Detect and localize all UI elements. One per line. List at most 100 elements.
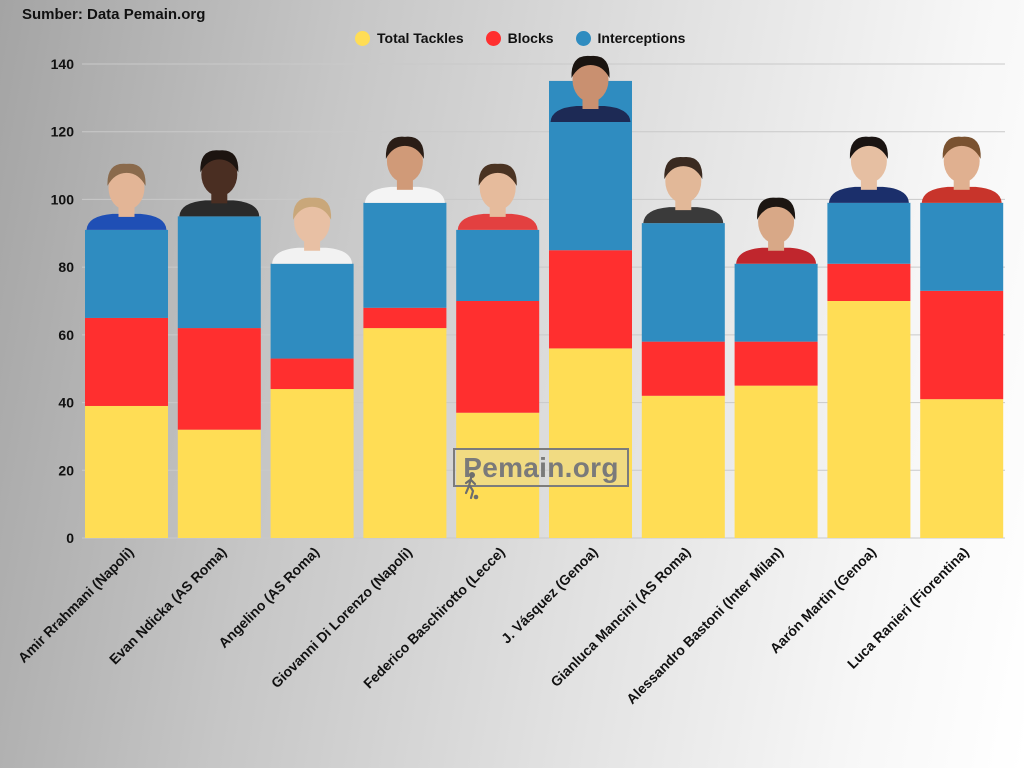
bar-blocks (270, 358, 354, 390)
x-axis: Amir Rrahmani (Napoli)Evan Ndicka (AS Ro… (15, 544, 972, 707)
bar-interceptions (270, 263, 354, 359)
player-photo (643, 156, 724, 224)
bar-blocks (827, 263, 911, 301)
bar-interceptions (734, 263, 818, 342)
player-face (665, 159, 702, 204)
player-hair (478, 163, 517, 186)
player-face (479, 165, 516, 210)
bar-total-tackles (270, 389, 354, 538)
player-photo (364, 136, 445, 203)
player-photo (828, 136, 909, 203)
player-hair (385, 136, 424, 159)
bar-stack (363, 202, 447, 538)
legend-swatch-interceptions (575, 30, 591, 46)
y-axis: 0 20 40 60 80 100 120 140 (51, 56, 75, 546)
legend-label: Total Tackles (377, 30, 464, 46)
player-shirt (179, 200, 260, 217)
legend-label: Blocks (507, 30, 554, 46)
player-photo (921, 136, 1002, 203)
bar-total-tackles (641, 395, 725, 538)
player-photo (86, 163, 167, 230)
player-shirt (364, 186, 445, 203)
bar-blocks (363, 307, 447, 329)
player-photo (272, 197, 353, 264)
bar-blocks (920, 290, 1004, 400)
bar-interceptions (827, 202, 911, 264)
bar-stack (827, 202, 911, 538)
legend-item-total-tackles: Total Tackles (355, 30, 464, 46)
player-face (758, 199, 795, 244)
y-tick-label: 140 (51, 56, 75, 72)
player-photos (86, 55, 1002, 264)
y-tick-label: 0 (66, 530, 74, 546)
player-hair (757, 197, 796, 220)
bar-stack (177, 216, 261, 538)
bar-interceptions (456, 229, 540, 301)
bar-total-tackles (734, 385, 818, 538)
player-hair (200, 150, 239, 173)
y-tick-label: 20 (58, 462, 74, 478)
legend-label: Interceptions (597, 30, 686, 46)
bar-blocks (641, 341, 725, 396)
bars (85, 80, 1004, 538)
source-note: Sumber: Data Pemain.org (22, 6, 206, 23)
player-shirt (550, 106, 631, 122)
player-photo (179, 150, 260, 217)
player-shirt (272, 247, 353, 264)
bar-blocks (456, 301, 540, 413)
player-hair (849, 136, 888, 159)
x-tick-label: Alessandro Bastoni (Inter Milan) (623, 544, 786, 707)
player-face (386, 138, 423, 183)
bar-stack (85, 229, 168, 538)
bar-interceptions (920, 202, 1004, 291)
y-tick-label: 40 (58, 395, 74, 411)
player-hair (571, 55, 610, 78)
bar-total-tackles (920, 399, 1004, 538)
bar-stack (270, 263, 354, 538)
bar-interceptions (641, 223, 725, 342)
bar-total-tackles (549, 348, 632, 538)
chart-legend: Total Tackles Blocks Interceptions (355, 28, 685, 48)
player-hair (293, 197, 332, 220)
x-tick-label: Angelino (AS Roma) (215, 544, 322, 651)
player-shirt (86, 213, 167, 230)
player-face (108, 165, 145, 210)
legend-swatch-total-tackles (355, 30, 370, 46)
y-tick-label: 120 (51, 124, 75, 140)
bar-interceptions (177, 216, 261, 329)
player-shirt (643, 207, 724, 224)
bar-blocks (549, 250, 632, 349)
bar-blocks (734, 341, 818, 386)
bar-stack (734, 263, 818, 538)
x-tick-label: J. Vásquez (Genoa) (498, 544, 601, 647)
player-photo (736, 197, 817, 264)
player-face (294, 199, 331, 244)
legend-swatch-blocks (485, 30, 501, 46)
player-face (572, 58, 609, 102)
bar-total-tackles (827, 301, 911, 538)
bar-stack (456, 229, 540, 538)
bar-blocks (177, 328, 261, 430)
player-shirt (736, 247, 817, 264)
player-shirt (921, 186, 1002, 203)
y-tick-label: 60 (58, 327, 74, 343)
bar-interceptions (363, 202, 447, 308)
player-shirt (457, 213, 538, 230)
legend-item-blocks: Blocks (485, 30, 554, 46)
player-face (943, 138, 980, 183)
player-face (201, 152, 238, 197)
bar-total-tackles (85, 405, 168, 538)
legend-item-interceptions: Interceptions (575, 30, 686, 46)
watermark-logo: Pemain.org (453, 448, 629, 487)
bar-total-tackles (363, 328, 447, 538)
y-tick-label: 100 (51, 191, 75, 207)
bar-interceptions (85, 229, 168, 318)
bar-blocks (85, 317, 168, 406)
bar-stack (920, 202, 1004, 538)
player-hair (107, 163, 146, 186)
player-photo (457, 163, 538, 230)
player-hair (942, 136, 981, 159)
player-silhouette-icon (464, 472, 479, 500)
y-tick-label: 80 (58, 259, 74, 275)
